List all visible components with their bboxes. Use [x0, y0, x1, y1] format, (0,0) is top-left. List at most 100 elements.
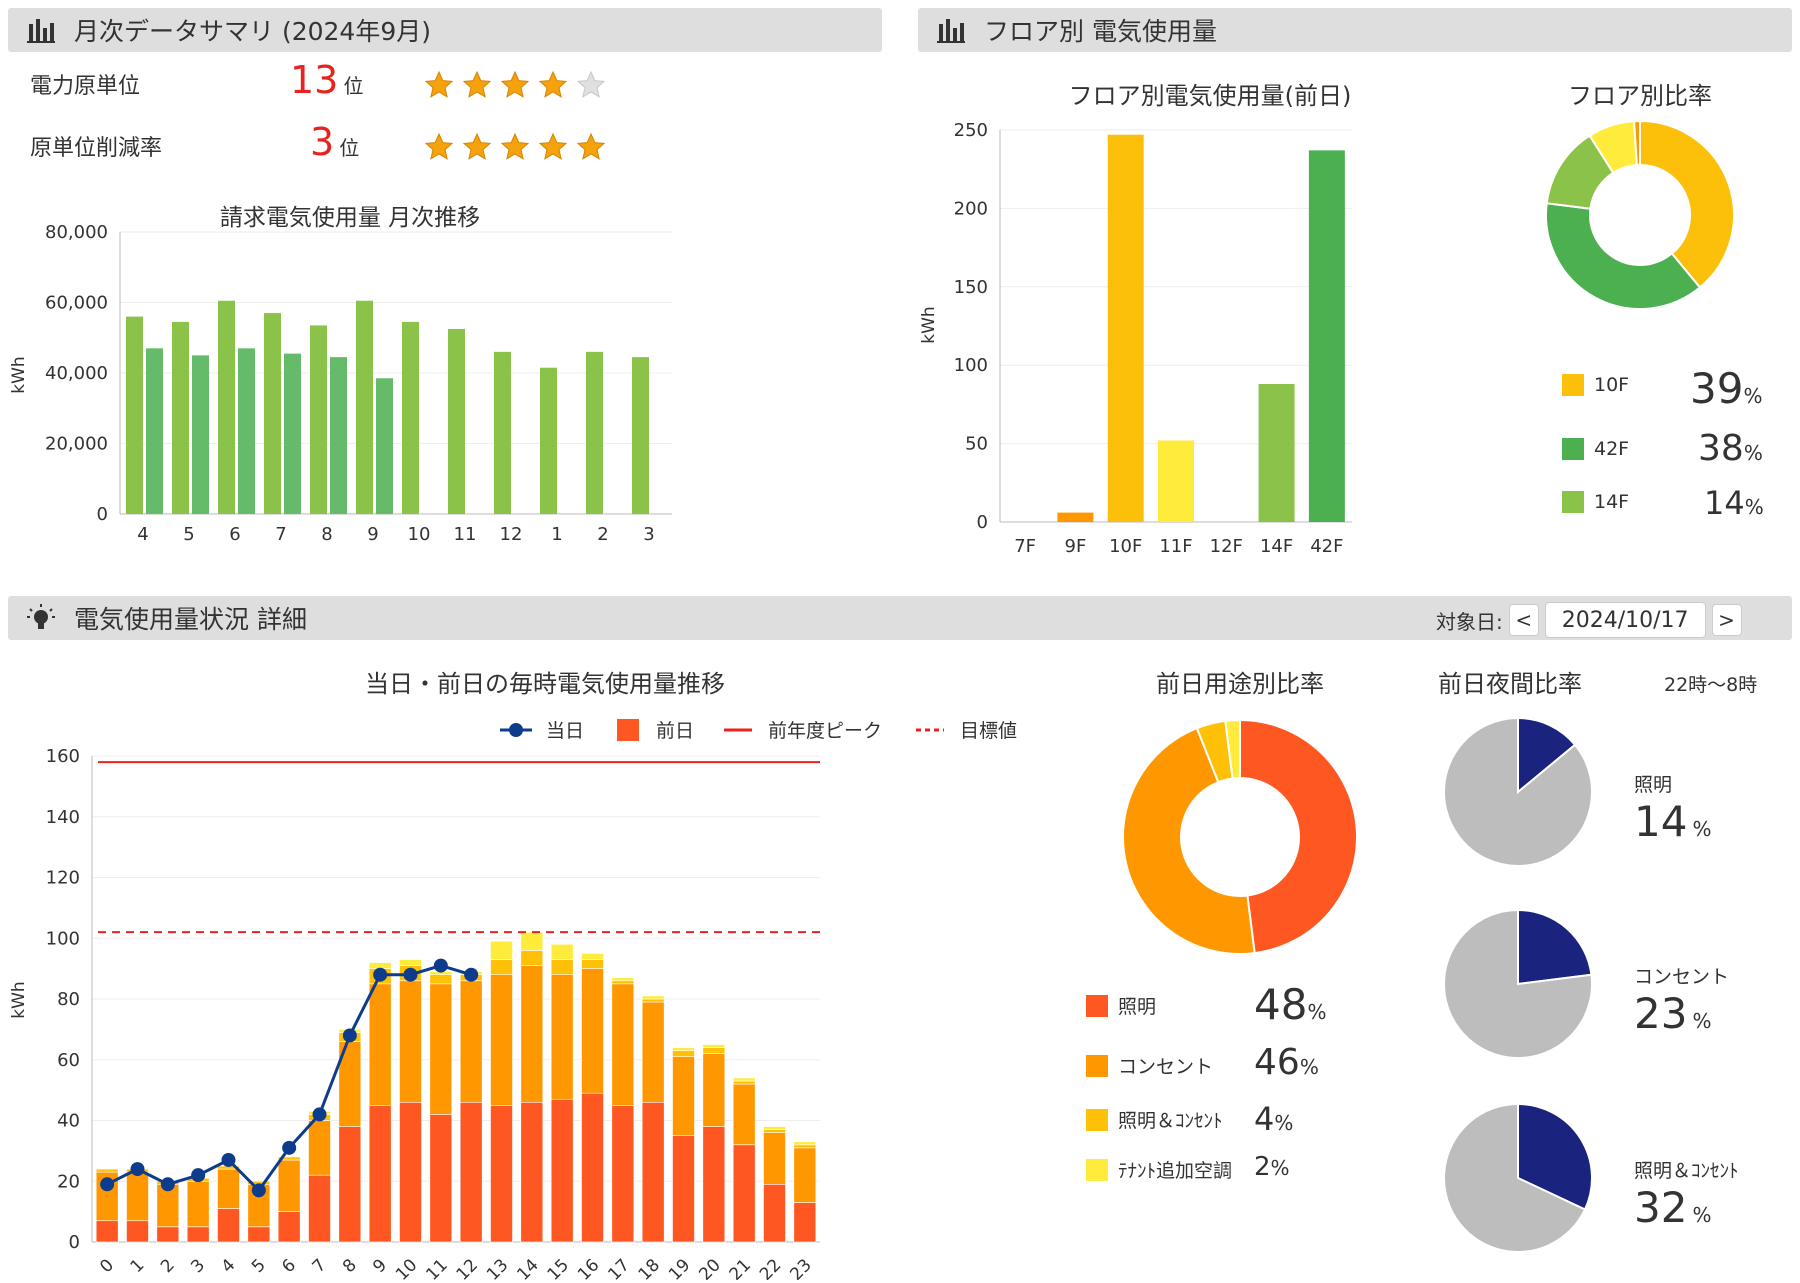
x-tick-label: 14F [1260, 536, 1293, 557]
bar [284, 353, 301, 514]
bar-segment [702, 1053, 726, 1127]
bar-segment [581, 1092, 604, 1243]
today-point [433, 958, 448, 973]
legend-label: コンセント [1118, 1056, 1214, 1078]
bar-segment [95, 1168, 119, 1173]
pct-unit: % [1744, 495, 1764, 519]
night-item-label: 照明 [1634, 774, 1673, 796]
bar-segment [581, 953, 604, 960]
pct-value: 32 [1634, 1183, 1688, 1232]
today-point [342, 1028, 357, 1043]
bar-segment [611, 977, 635, 982]
date-field[interactable]: 2024/10/17 [1544, 602, 1706, 638]
monthly-summary-header: 月次データサマリ (2024年9月) [8, 8, 882, 52]
next-date-button[interactable]: > [1711, 604, 1742, 636]
today-point [221, 1152, 236, 1167]
rank-unit: 位 [343, 74, 364, 98]
bar-segment [368, 1105, 392, 1243]
bar-segment [672, 1050, 695, 1058]
rank-label-power-unit: 電力原単位 [30, 74, 141, 99]
today-point [251, 1183, 266, 1198]
detail-title: 電気使用量状況 詳細 [74, 605, 307, 634]
bar-segment [126, 1220, 149, 1243]
star-shape [424, 70, 454, 98]
bar [1258, 384, 1295, 522]
floor-legend-42f: 42F [1562, 438, 1629, 460]
y-axis-label: kWh [919, 306, 939, 343]
bar-segment [763, 1132, 786, 1185]
bar-segment [611, 980, 635, 985]
x-tick-label: 8 [339, 1255, 361, 1277]
star-rating [424, 132, 606, 162]
bar-segment [429, 983, 453, 1115]
bar [310, 325, 327, 514]
legend-swatch [1086, 994, 1108, 1017]
pie-slice [1443, 1102, 1587, 1253]
legend-swatch [1562, 491, 1584, 513]
floor-usage-header: フロア別 電気使用量 [918, 8, 1792, 52]
bar [1057, 512, 1094, 522]
night-ratio-pie-lighting [1443, 716, 1593, 867]
pie-slice [1639, 119, 1735, 289]
bar [238, 348, 255, 514]
x-tick-label: 42F [1310, 536, 1343, 557]
bar-segment [672, 1056, 695, 1136]
pct-value: 46 [1254, 1042, 1300, 1083]
star-shape [538, 132, 568, 160]
bar-segment [368, 983, 392, 1106]
floor-ratio-donut [1545, 119, 1735, 310]
y-tick-label: 160 [46, 746, 80, 767]
night-ratio-pie-lighting-outlet [1443, 1102, 1593, 1253]
today-point [373, 967, 388, 982]
today-point [191, 1168, 206, 1183]
x-tick-label: 11 [422, 1255, 451, 1280]
x-tick-label: 6 [278, 1255, 300, 1277]
bar-segment [126, 1171, 149, 1222]
bar-segment [520, 950, 544, 966]
legend-label: 10F [1594, 374, 1630, 396]
pct-value: 38 [1698, 428, 1744, 469]
bar-segment [217, 1208, 240, 1243]
bar [1158, 440, 1194, 522]
legend-label: 目標値 [960, 720, 1017, 742]
bar-segment [490, 940, 513, 960]
y-tick-label: 40 [57, 1111, 80, 1132]
bar-segment [399, 959, 422, 966]
pie-slice [1517, 1102, 1593, 1211]
prev-date-button[interactable]: < [1508, 604, 1539, 636]
star-filled-icon [424, 132, 454, 160]
bar-segment [217, 1168, 240, 1209]
bar-segment [277, 1211, 301, 1243]
night-item-outlet: コンセント 23 % [1634, 962, 1729, 1038]
bar-segment [399, 1101, 422, 1243]
hourly-chart-title: 当日・前日の毎時電気使用量推移 [365, 670, 725, 698]
bar-segment [429, 1114, 453, 1243]
usage-legend-lighting-pct: 48% [1254, 980, 1326, 1029]
x-tick-label: 15 [544, 1255, 573, 1280]
rank-reduction: 3 位 [310, 120, 359, 164]
pct-unit: % [1692, 1009, 1712, 1033]
bar-segment [702, 1126, 726, 1243]
pct-unit: % [1692, 1203, 1712, 1227]
x-tick-label: 14 [513, 1255, 542, 1280]
legend-marker-today [509, 723, 523, 737]
bar-chart-icon [937, 19, 965, 43]
bar-segment [550, 959, 574, 976]
x-tick-label: 0 [96, 1255, 118, 1277]
floor-ratio-title: フロア別比率 [1568, 82, 1712, 110]
pie-slice [1517, 908, 1593, 986]
bar-segment [641, 1101, 665, 1243]
bar-segment [520, 1101, 544, 1243]
x-tick-label: 12 [500, 524, 523, 545]
bar-segment [763, 1183, 786, 1243]
x-tick-label: 10 [408, 524, 431, 545]
bar-segment [459, 1101, 483, 1243]
bar-segment [641, 995, 665, 1000]
floor-chart-title: フロア別電気使用量(前日) [1068, 82, 1352, 110]
x-tick-label: 10F [1109, 536, 1142, 557]
bar [448, 328, 465, 514]
bar-segment [490, 974, 513, 1106]
legend-label: 42F [1594, 438, 1630, 460]
today-point [282, 1140, 297, 1155]
